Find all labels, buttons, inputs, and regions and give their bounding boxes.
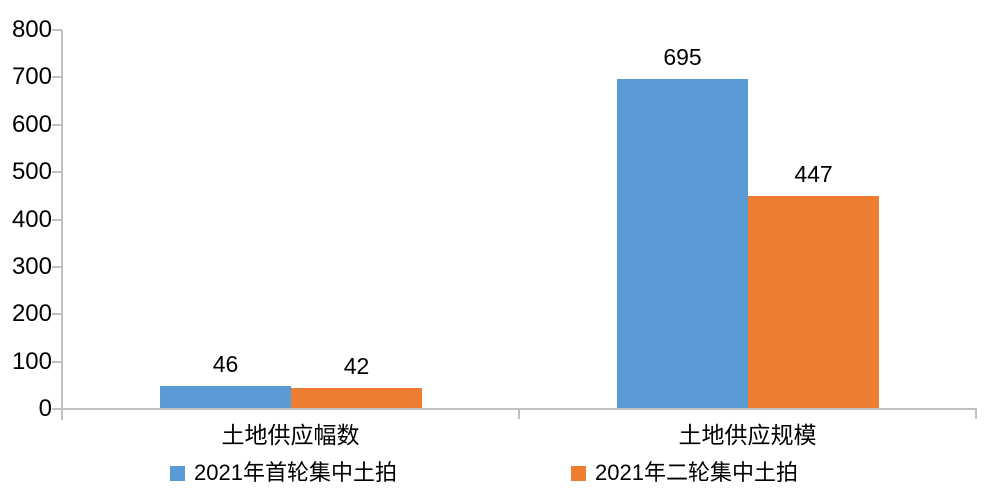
y-axis-tick	[52, 29, 62, 31]
x-axis-tick	[518, 409, 520, 419]
y-axis-tick	[52, 76, 62, 79]
bar-value-label: 695	[663, 44, 702, 70]
legend-item: 2021年二轮集中土拍	[571, 461, 798, 485]
x-category-label: 土地供应幅数	[221, 422, 360, 448]
y-axis-label: 300	[11, 252, 52, 280]
legend-label: 2021年首轮集中土拍	[194, 460, 397, 485]
bar-2021年首轮集中土拍-土地供应规模	[617, 79, 748, 408]
y-axis-label: 100	[11, 347, 52, 375]
legend-swatch-icon	[571, 465, 586, 481]
bar-value-label: 42	[343, 353, 370, 379]
bar-2021年二轮集中土拍-土地供应规模	[748, 196, 879, 408]
x-category-label: 土地供应规模	[678, 422, 817, 448]
legend-swatch-icon	[170, 465, 185, 481]
y-axis-tick	[52, 171, 62, 174]
y-axis-label: 400	[11, 205, 52, 233]
legend-label: 2021年二轮集中土拍	[595, 460, 798, 485]
y-axis-tick	[52, 265, 62, 268]
bar-2021年二轮集中土拍-土地供应幅数	[291, 388, 422, 408]
y-axis-tick	[52, 408, 62, 410]
y-axis-label: 200	[11, 300, 52, 328]
x-axis-tick	[61, 409, 63, 419]
bar-value-label: 46	[212, 351, 239, 377]
y-axis-tick	[52, 313, 62, 316]
y-axis-label: 700	[11, 63, 52, 91]
y-axis-label: 800	[11, 16, 52, 43]
y-axis-label: 500	[11, 158, 52, 186]
x-axis-tick	[975, 409, 977, 419]
y-axis-tick	[52, 360, 62, 363]
y-axis-label: 0	[38, 395, 52, 422]
y-axis-tick	[52, 218, 62, 221]
y-axis-label: 600	[11, 110, 52, 138]
y-axis-tick	[52, 123, 62, 126]
y-axis-line	[61, 30, 63, 420]
bar-value-label: 447	[794, 161, 833, 187]
legend-item: 2021年首轮集中土拍	[170, 461, 397, 485]
bar-2021年首轮集中土拍-土地供应幅数	[160, 386, 291, 408]
